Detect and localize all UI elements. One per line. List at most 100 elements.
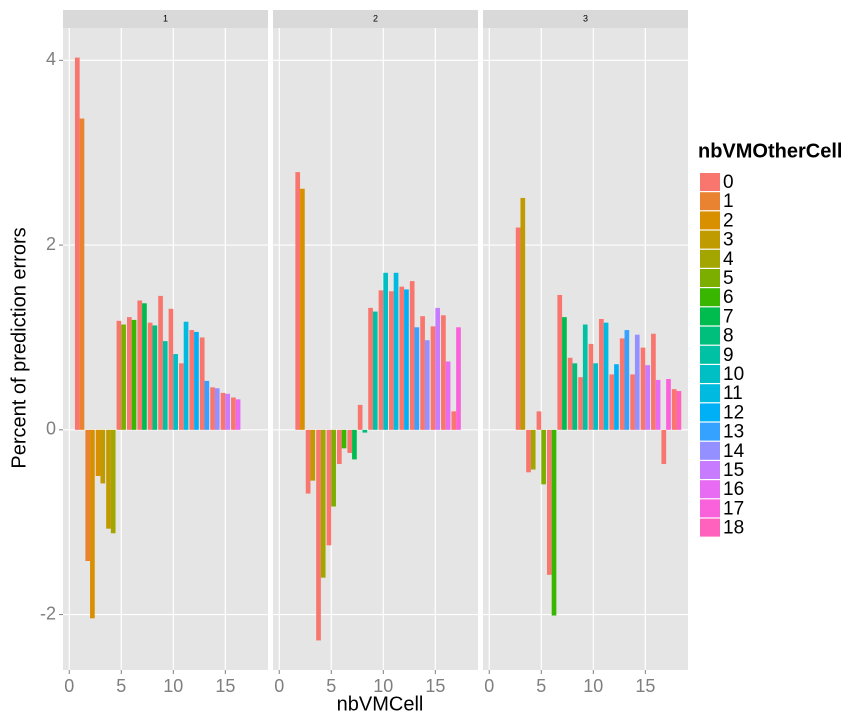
x-tick-label: 15 bbox=[215, 676, 235, 696]
bar bbox=[624, 330, 630, 430]
legend-key bbox=[700, 422, 720, 441]
legend-key bbox=[700, 441, 720, 460]
bar bbox=[435, 307, 441, 430]
x-tick-label: 0 bbox=[274, 676, 284, 696]
bar bbox=[651, 333, 656, 430]
bar bbox=[126, 317, 132, 430]
bar bbox=[619, 338, 625, 430]
bar bbox=[331, 429, 336, 507]
x-tick-label: 10 bbox=[583, 676, 603, 696]
legend-label: 11 bbox=[723, 383, 743, 404]
bar bbox=[430, 326, 436, 430]
bar bbox=[110, 429, 116, 534]
bar bbox=[372, 311, 378, 430]
legend-key bbox=[700, 518, 720, 537]
legend-key bbox=[700, 461, 720, 479]
legend-title: nbVMOtherCell bbox=[698, 140, 842, 162]
legend-key bbox=[700, 211, 720, 230]
bar bbox=[320, 429, 326, 578]
legend-label: 4 bbox=[723, 249, 734, 270]
x-tick-label: 10 bbox=[373, 676, 393, 696]
bar bbox=[671, 389, 677, 430]
bar bbox=[235, 399, 241, 430]
bar bbox=[225, 393, 231, 430]
legend-label: 0 bbox=[723, 172, 734, 193]
bar bbox=[661, 429, 667, 465]
legend-label: 2 bbox=[723, 210, 734, 231]
bar bbox=[603, 322, 609, 430]
y-tick-label: 0 bbox=[46, 419, 56, 439]
bar bbox=[378, 290, 384, 430]
bar bbox=[420, 316, 425, 430]
bar bbox=[362, 429, 368, 433]
bar bbox=[300, 188, 305, 430]
legend-key bbox=[700, 326, 720, 345]
bar bbox=[582, 324, 588, 430]
x-axis-label: nbVMCell bbox=[337, 693, 424, 715]
bar bbox=[214, 388, 220, 430]
legend-key bbox=[700, 192, 720, 211]
bar bbox=[100, 429, 106, 484]
strip-label: 3 bbox=[583, 13, 588, 23]
bar bbox=[194, 331, 199, 430]
bar bbox=[95, 429, 101, 477]
bar bbox=[310, 429, 316, 481]
bar bbox=[599, 318, 604, 430]
x-tick-label: 5 bbox=[326, 676, 336, 696]
legend-label: 17 bbox=[723, 498, 744, 519]
bar bbox=[74, 57, 80, 430]
strip bbox=[273, 10, 478, 28]
bar bbox=[593, 363, 598, 430]
bar bbox=[341, 429, 347, 449]
legend-key bbox=[700, 499, 720, 518]
bar bbox=[295, 172, 301, 430]
legend-label: 15 bbox=[723, 460, 744, 481]
bar bbox=[578, 377, 583, 430]
bar bbox=[456, 327, 461, 430]
strip-label: 1 bbox=[163, 13, 168, 23]
x-tick-label: 0 bbox=[484, 676, 494, 696]
bar bbox=[399, 286, 405, 430]
bar bbox=[557, 294, 563, 430]
legend-key bbox=[700, 249, 720, 268]
bar bbox=[383, 272, 388, 430]
legend-key bbox=[700, 480, 720, 499]
bar bbox=[131, 319, 137, 430]
legend-key bbox=[700, 365, 720, 383]
legend-key bbox=[700, 173, 720, 191]
bar bbox=[666, 379, 671, 430]
bar bbox=[424, 340, 430, 430]
legend-label: 14 bbox=[723, 441, 745, 462]
bar bbox=[147, 322, 153, 430]
bar bbox=[640, 347, 646, 430]
legend-label: 8 bbox=[723, 326, 734, 347]
bar bbox=[173, 354, 178, 430]
x-tick-label: 5 bbox=[116, 676, 126, 696]
y-axis-label: Percent of prediction errors bbox=[8, 227, 30, 468]
bar bbox=[546, 429, 552, 575]
bar bbox=[515, 227, 521, 430]
bar bbox=[634, 334, 640, 430]
x-tick-label: 5 bbox=[536, 676, 546, 696]
legend-label: 12 bbox=[723, 402, 744, 423]
x-tick-label: 15 bbox=[425, 676, 445, 696]
strip bbox=[483, 10, 688, 28]
bar bbox=[142, 303, 147, 430]
bar bbox=[352, 429, 357, 460]
bar bbox=[389, 291, 394, 430]
legend-label: 9 bbox=[723, 345, 734, 366]
legend-label: 7 bbox=[723, 306, 734, 327]
bar bbox=[183, 321, 189, 430]
bar bbox=[630, 374, 635, 430]
bar bbox=[326, 429, 332, 546]
bar bbox=[393, 272, 399, 430]
bar bbox=[567, 357, 573, 430]
bar bbox=[347, 429, 353, 453]
legend-label: 10 bbox=[723, 364, 744, 385]
bar bbox=[210, 387, 215, 430]
x-tick-label: 0 bbox=[64, 676, 74, 696]
bar bbox=[451, 411, 457, 430]
bar bbox=[162, 341, 168, 430]
bar bbox=[231, 397, 236, 430]
